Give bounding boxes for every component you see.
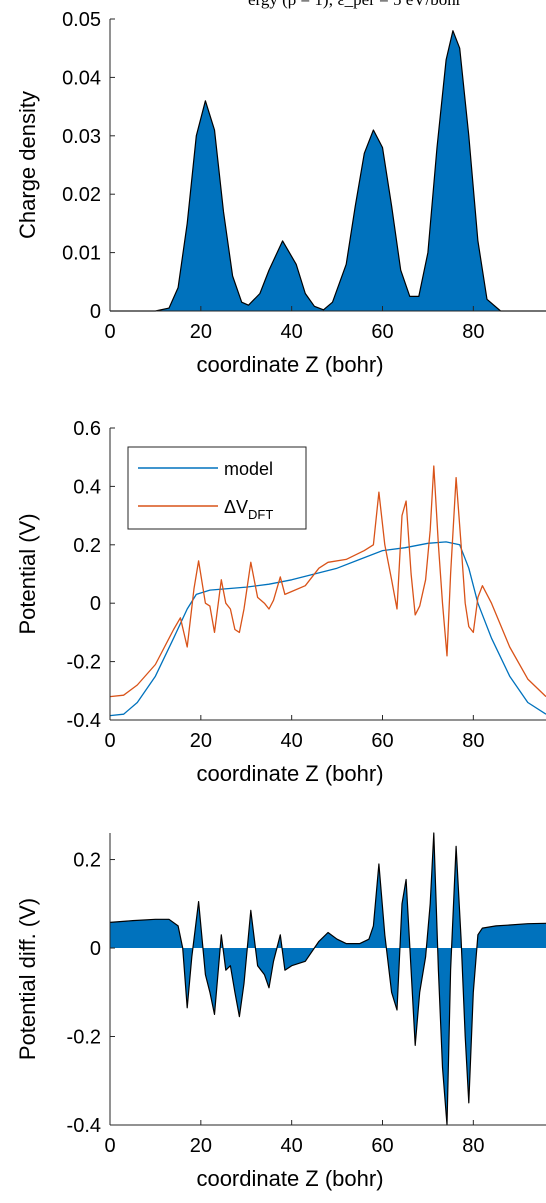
potential-y-tick-label: 0.2 [73,535,101,557]
diff-y-axis-label: Potential diff. (V) [15,898,40,1060]
charge-area-fill [110,30,546,311]
diff-y-tick-label: 0.2 [73,850,101,872]
charge-y-tick-label: 0 [90,301,101,323]
charge-y-axis-label: Charge density [15,91,40,239]
top-caption: ergy (ρ = 1); ε_per = 5 eV/bohr [0,0,546,10]
diff-x-tick-label: 40 [281,1135,303,1157]
potential-chart: 0 20 40 60 80 -0.4 -0.2 0 0.2 0.4 0.6 coordinate Z … [15,418,546,786]
charge-density-chart: 0 20 40 60 80 0 0.01 0.02 0.03 0.04 0.05 coordinate… [15,9,546,377]
potential-y-tick-label: -0.2 [67,652,101,674]
potential-y-tick-label: -0.4 [67,710,101,732]
potential-x-tick-label: 0 [104,730,115,752]
diff-x-tick-label: 80 [462,1135,484,1157]
diff-y-tick-label: -0.4 [67,1115,101,1137]
potential-y-tick-label: 0 [90,593,101,615]
potential-y-axis-label: Potential (V) [15,513,40,634]
charge-x-tick-label: 0 [104,321,115,343]
potential-x-tick-label: 60 [371,730,393,752]
potential-x-tick-label: 20 [190,730,212,752]
legend-label-subscript: DFT [248,507,273,522]
charge-x-tick-label: 20 [190,321,212,343]
diff-x-tick-label: 0 [104,1135,115,1157]
diff-x-tick-label: 60 [371,1135,393,1157]
diff-area-fill [110,833,546,1125]
caption-text: ergy (ρ = 1); ε_per = 5 eV/bohr [248,0,461,10]
potential-series-line-2 [109,465,546,698]
charge-x-tick-label: 40 [281,321,303,343]
legend-label-1: model [224,459,273,479]
diff-x-axis-label: coordinate Z (bohr) [196,1166,383,1191]
diff-y-tick-label: 0 [90,938,101,960]
charge-area-outline [110,30,546,312]
potential-series-line-1 [109,541,546,717]
charge-x-tick-label: 60 [371,321,393,343]
charge-y-tick-label: 0.01 [62,243,101,265]
charge-y-tick-label: 0.02 [62,184,101,206]
potential-x-tick-label: 80 [462,730,484,752]
diff-x-tick-label: 20 [190,1135,212,1157]
charge-y-tick-label: 0.03 [62,126,101,148]
charge-x-axis-label: coordinate Z (bohr) [196,352,383,377]
potential-x-axis-label: coordinate Z (bohr) [196,761,383,786]
potential-y-tick-label: 0.4 [73,476,101,498]
potential-y-tick-label: 0.6 [73,418,101,440]
diff-area-outline [109,832,546,1126]
potential-x-tick-label: 40 [281,730,303,752]
diff-y-tick-label: -0.2 [67,1027,101,1049]
charge-y-tick-label: 0.04 [62,67,101,89]
charge-y-tick-label: 0.05 [62,9,101,31]
legend-box [127,446,307,530]
charge-x-tick-label: 80 [462,321,484,343]
